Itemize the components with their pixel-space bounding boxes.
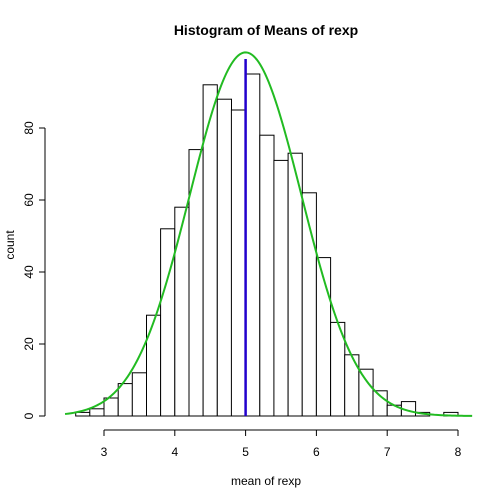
histogram-bar (259, 134, 275, 417)
x-tick-label: 4 (171, 445, 178, 459)
histogram-bar (230, 109, 247, 417)
x-tick-label: 8 (455, 445, 462, 459)
normal-density-curve (64, 51, 473, 417)
histogram-bar (131, 372, 148, 417)
y-axis: 0 20 40 60 80 (22, 121, 46, 419)
y-tick-label: 20 (22, 337, 36, 351)
chart-title: Histogram of Means of rexp (174, 22, 358, 38)
x-axis: 3 4 5 6 7 8 (101, 429, 462, 459)
y-tick-label: 60 (22, 193, 36, 207)
x-tick-label: 6 (313, 445, 320, 459)
histogram-bar (89, 408, 105, 417)
y-tick-label: 80 (22, 121, 36, 135)
x-tick-label: 7 (384, 445, 391, 459)
histogram-bar (146, 314, 162, 417)
histogram-bar (273, 159, 289, 417)
histogram-bars (75, 73, 459, 417)
x-tick-label: 3 (101, 445, 108, 459)
histogram-bar (117, 383, 133, 417)
y-tick-label: 0 (22, 412, 36, 419)
y-tick-label: 40 (22, 265, 36, 279)
histogram-bar (216, 98, 233, 417)
histogram-bar (174, 206, 190, 417)
x-axis-label: mean of rexp (231, 474, 301, 488)
histogram-bar (358, 368, 374, 417)
histogram-bar (245, 73, 261, 417)
x-tick-label: 5 (242, 445, 249, 459)
histogram-bar (372, 390, 388, 417)
y-axis-label: count (3, 230, 17, 260)
